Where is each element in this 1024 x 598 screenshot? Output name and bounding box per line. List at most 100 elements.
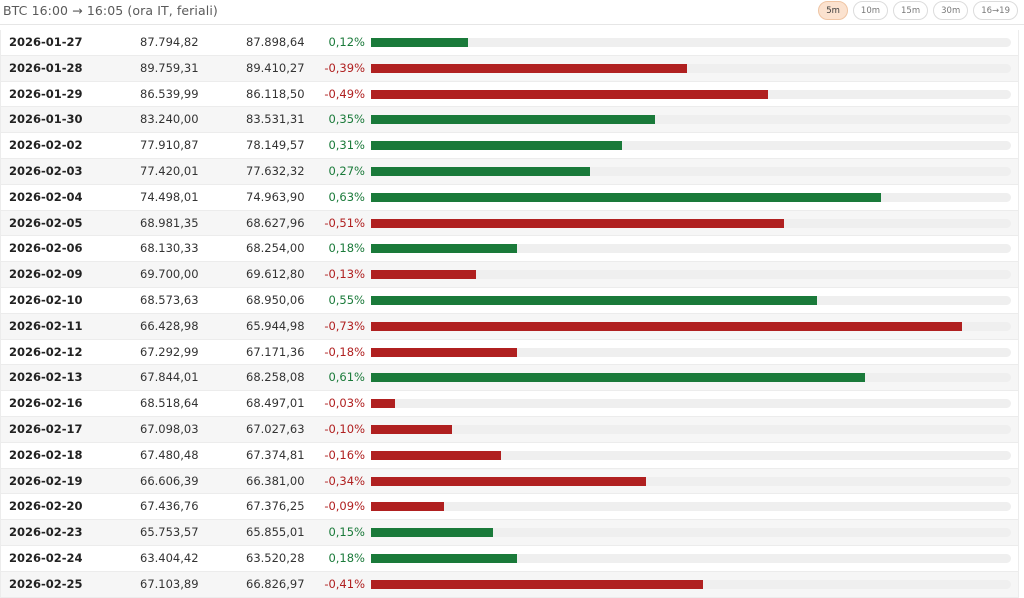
change-bar [371, 424, 452, 434]
row-open-price: 69.700,00 [140, 267, 199, 282]
row-change-label: 0,35% [328, 112, 365, 127]
row-change-label: 0,27% [328, 163, 365, 178]
row-open-price: 83.240,00 [140, 112, 199, 127]
row-date: 2026-01-30 [9, 112, 83, 127]
row-change-label: -0,49% [324, 86, 365, 101]
row-close-price: 83.531,31 [246, 112, 305, 127]
change-bar [371, 63, 687, 73]
row-open-price: 86.539,99 [140, 86, 199, 101]
tab-interval-2[interactable]: 15m [893, 1, 929, 20]
bar-track [371, 373, 1011, 383]
row-change-label: 0,55% [328, 292, 365, 307]
row-date: 2026-02-17 [9, 421, 83, 436]
row-close-price: 86.118,50 [246, 86, 305, 101]
row-date: 2026-02-03 [9, 163, 83, 178]
row-date: 2026-02-24 [9, 550, 83, 565]
row-open-price: 68.573,63 [140, 292, 199, 307]
row-close-price: 68.950,06 [246, 292, 305, 307]
row-open-price: 66.606,39 [140, 473, 199, 488]
row-open-price: 74.498,01 [140, 189, 199, 204]
row-change-label: -0,18% [324, 344, 365, 359]
bar-track [371, 141, 1011, 151]
row-change-label: 0,15% [328, 525, 365, 540]
change-bar [371, 192, 882, 202]
bar-track [371, 347, 1011, 357]
row-change-label: -0,39% [324, 60, 365, 75]
change-bar [371, 244, 517, 254]
row-open-price: 89.759,31 [140, 60, 199, 75]
change-bar [371, 38, 469, 47]
row-close-price: 63.520,28 [246, 550, 305, 565]
row-open-price: 67.480,48 [140, 447, 199, 462]
header-bar: BTC 16:00 → 16:05 (ora IT, feriali) 5m 10… [0, 0, 1024, 25]
row-date: 2026-02-18 [9, 447, 83, 462]
table-row: 2026-01-27 87.794,82 87.898,64 0,12% [1, 30, 1018, 56]
bar-track [371, 89, 1011, 99]
row-close-price: 89.410,27 [246, 60, 305, 75]
tab-interval-3[interactable]: 30m [933, 1, 969, 20]
bar-track [371, 295, 1011, 305]
row-date: 2026-02-20 [9, 499, 83, 514]
table-row: 2026-02-18 67.480,48 67.374,81 -0,16% [1, 442, 1018, 469]
table-row: 2026-02-13 67.844,01 68.258,08 0,61% [1, 365, 1018, 392]
tab-interval-0[interactable]: 5m [818, 1, 848, 20]
bar-track [371, 244, 1011, 254]
row-change-label: 0,31% [328, 138, 365, 153]
tab-interval-1[interactable]: 10m [852, 1, 889, 20]
table-row: 2026-02-11 66.428,98 65.944,98 -0,73% [1, 313, 1018, 340]
tab-interval-4[interactable]: 16→19 [973, 1, 1018, 20]
change-bar [371, 89, 768, 99]
row-change-label: -0,13% [324, 267, 365, 282]
row-date: 2026-02-02 [9, 138, 83, 153]
row-open-price: 68.518,64 [140, 396, 199, 411]
row-open-price: 77.420,01 [140, 163, 199, 178]
row-change-label: 0,63% [328, 189, 365, 204]
row-date: 2026-01-27 [9, 35, 83, 49]
row-close-price: 67.027,63 [246, 421, 305, 436]
change-bar [371, 450, 501, 460]
change-bar [371, 321, 963, 331]
row-close-price: 67.374,81 [246, 447, 305, 462]
row-close-price: 87.898,64 [246, 35, 305, 49]
bar-track [371, 166, 1011, 176]
table-row: 2026-02-16 68.518,64 68.497,01 -0,03% [1, 391, 1018, 417]
table-row: 2026-02-03 77.420,01 77.632,32 0,27% [1, 158, 1018, 185]
row-open-price: 66.428,98 [140, 318, 199, 333]
row-date: 2026-02-05 [9, 215, 83, 230]
row-open-price: 67.292,99 [140, 344, 199, 359]
row-close-price: 74.963,90 [246, 189, 305, 204]
row-open-price: 67.844,01 [140, 370, 199, 385]
row-change-label: -0,03% [324, 396, 365, 411]
table-row: 2026-02-23 65.753,57 65.855,01 0,15% [1, 520, 1018, 546]
table-row: 2026-02-02 77.910,87 78.149,57 0,31% [1, 133, 1018, 159]
change-bar [371, 502, 444, 512]
bar-track [371, 270, 1011, 280]
table-row: 2026-02-12 67.292,99 67.171,36 -0,18% [1, 339, 1018, 366]
row-close-price: 69.612,80 [246, 267, 305, 282]
row-date: 2026-02-12 [9, 344, 83, 359]
bar-track [371, 528, 1011, 538]
table-row: 2026-02-20 67.436,76 67.376,25 -0,09% [1, 494, 1018, 521]
table-row: 2026-02-06 68.130,33 68.254,00 0,18% [1, 236, 1018, 263]
table-row: 2026-02-25 67.103,89 66.826,97 -0,41% [1, 571, 1018, 598]
row-change-label: -0,09% [324, 499, 365, 514]
change-bar [371, 373, 866, 383]
row-close-price: 68.258,08 [246, 370, 305, 385]
bar-track [371, 38, 1011, 47]
bar-track [371, 579, 1011, 589]
table-row: 2026-02-09 69.700,00 69.612,80 -0,13% [1, 262, 1018, 288]
row-open-price: 87.794,82 [140, 35, 199, 49]
change-bar [371, 528, 493, 538]
bar-track [371, 424, 1011, 434]
interval-tabs: 5m 10m 15m 30m 16→19 [818, 1, 1018, 20]
bar-track [371, 450, 1011, 460]
row-change-label: 0,18% [328, 550, 365, 565]
row-close-price: 68.254,00 [246, 241, 305, 256]
change-bar [371, 347, 517, 357]
row-close-price: 68.497,01 [246, 396, 305, 411]
table-row: 2026-01-30 83.240,00 83.531,31 0,35% [1, 107, 1018, 134]
row-date: 2026-02-06 [9, 241, 83, 256]
row-close-price: 65.944,98 [246, 318, 305, 333]
row-change-label: -0,34% [324, 473, 365, 488]
daily-change-table: 2026-01-27 87.794,82 87.898,64 0,12% 2026-01… [0, 30, 1019, 598]
